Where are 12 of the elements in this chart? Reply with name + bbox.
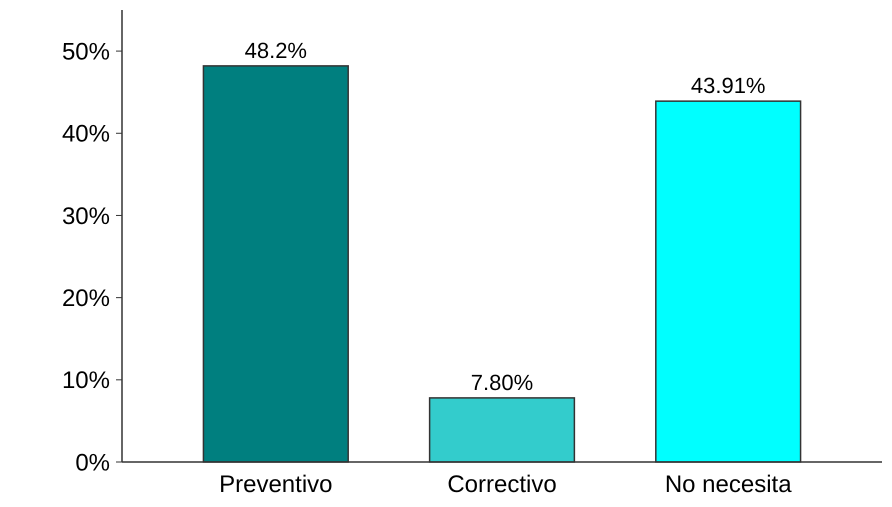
y-tick-label: 30% (62, 202, 110, 230)
y-tick-label: 40% (62, 120, 110, 148)
x-tick-label: Correctivo (447, 471, 557, 498)
y-tick-label: 50% (62, 38, 110, 66)
data-label: 7.80% (470, 370, 534, 395)
y-tick-label: 20% (62, 285, 110, 312)
x-tick-label: No necesita (664, 471, 792, 498)
data-label: 43.91% (690, 73, 766, 98)
y-tick-label: 10% (62, 367, 110, 394)
x-tick-label: Preventivo (219, 471, 333, 498)
data-label: 48.2% (244, 38, 308, 63)
y-tick-label: 0% (75, 449, 110, 476)
